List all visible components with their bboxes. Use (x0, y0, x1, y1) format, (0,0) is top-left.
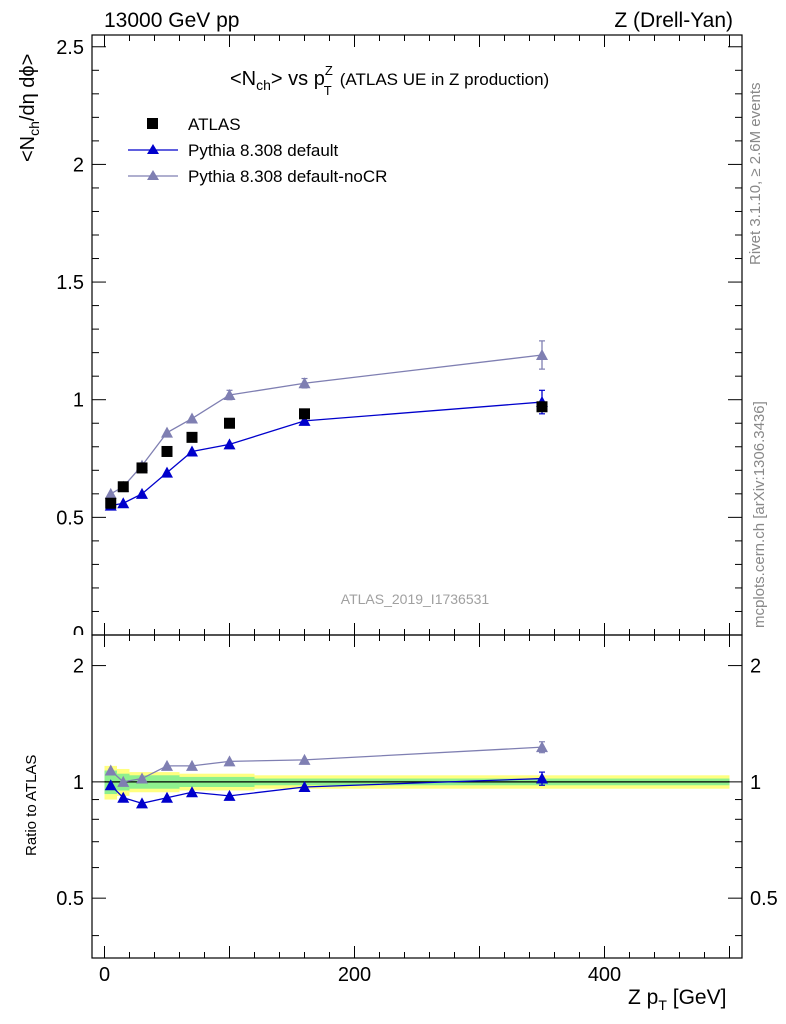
ratio-nocr-point (136, 772, 148, 784)
ratio-y-tick-label-right: 1 (750, 772, 761, 794)
legend-marker-atlas (147, 118, 158, 129)
default-point (186, 445, 198, 457)
default-point (117, 497, 130, 509)
ratio-nocr-point (536, 741, 548, 753)
ratio-y-tick-label-right: 0.5 (750, 888, 778, 910)
xlabel-sub: T (658, 997, 667, 1013)
header-right: Z (Drell-Yan) (614, 9, 733, 32)
nocr-point (186, 412, 198, 424)
main-y-tick-label: 0.5 (56, 507, 84, 529)
default-point (298, 414, 311, 426)
main-y-tick-label-zero: 0 (73, 623, 84, 645)
ratio-y-tick-label: 2 (73, 656, 84, 678)
xlabel-main: Z p (628, 986, 658, 1009)
atlas-point (105, 497, 117, 509)
ratio-default-point (186, 786, 198, 798)
mcplots-label: mcplots.cern.ch [arXiv:1306.3436] (751, 401, 768, 628)
atlas-point (224, 417, 235, 429)
top-ylabel-rest: /dη dϕ> (17, 54, 39, 121)
ratio-default-point (161, 791, 173, 803)
ratio-y-tick-label-right: 2 (750, 656, 761, 678)
nocr-point (161, 426, 173, 438)
top-ylabel: <Nch/dη dϕ> (17, 54, 42, 162)
ratio-x-tick-label: 200 (338, 964, 371, 986)
ratio-default-point (136, 797, 148, 809)
ratio-nocr-point (186, 759, 198, 771)
atlas-point (161, 445, 173, 457)
ratio-y-tick-label: 0.5 (56, 888, 84, 910)
atlas-point (136, 462, 148, 474)
main-y-tick-label: 1.5 (56, 272, 84, 294)
title-pt-sub: T (324, 83, 332, 98)
default-point (223, 438, 236, 450)
xlabel: Z pT [GeV] (628, 986, 726, 1013)
atlas-point (186, 431, 198, 443)
legend-marker-nocr (147, 170, 159, 180)
legend-label-default: Pythia 8.308 default (188, 141, 339, 160)
ratio-default-point (223, 789, 236, 801)
default-point (161, 466, 173, 478)
ratio-default-point (536, 772, 548, 784)
rivet-label: Rivet 3.1.10, ≥ 2.6M events (747, 83, 764, 266)
legend-label-atlas: ATLAS (188, 115, 241, 134)
ratio-nocr-point (298, 753, 311, 765)
analysis-watermark: ATLAS_2019_I1736531 (341, 591, 490, 607)
ratio-nocr-point (104, 764, 117, 776)
top-ylabel-sub: ch (26, 121, 42, 136)
title-main-sub: ch (256, 77, 271, 93)
top-ylabel-main: <N (17, 136, 39, 162)
header-left: 13000 GeV pp (104, 9, 239, 32)
nocr-point (104, 487, 117, 499)
nocr-point (298, 377, 311, 389)
title-pt-sup: Z (325, 63, 333, 78)
ratio-default-point (104, 779, 117, 791)
main-y-tick-label: 1 (73, 390, 84, 412)
legend-marker-default (147, 144, 159, 154)
default-point (136, 487, 148, 499)
ratio-x-tick-label: 400 (588, 964, 621, 986)
atlas-point (536, 401, 548, 413)
ratio-panel: 0 200 400 0.5 0.5 1 1 2 2 (56, 634, 778, 986)
title-main-rest: > vs p (271, 68, 325, 90)
default-line (110, 401, 543, 507)
nocr-point (536, 349, 548, 360)
main-y-tick-label: 2 (73, 154, 84, 176)
legend-label-nocr: Pythia 8.308 default-noCR (188, 167, 387, 186)
ratio-y-tick-label: 1 (73, 772, 84, 794)
ratio-x-tick-label: 0 (99, 964, 110, 986)
ratio-nocr-point (117, 775, 130, 787)
bottom-ylabel: Ratio to ATLAS (23, 755, 40, 856)
ratio-default-point (117, 791, 130, 803)
legend: ATLAS Pythia 8.308 default Pythia 8.308 … (128, 115, 387, 186)
chart-title: <Nch> vs pZ T (ATLAS UE in Z production) (230, 63, 549, 98)
title-main: <N (230, 68, 256, 90)
zero-label-mask (60, 635, 91, 647)
atlas-point (299, 408, 310, 420)
xlabel-rest: [GeV] (667, 986, 727, 1009)
title-paren: (ATLAS UE in Z production) (340, 70, 549, 89)
ratio-nocr-line (110, 746, 543, 783)
ratio-default-point (298, 780, 311, 792)
ratio-nocr-point (223, 755, 236, 767)
nocr-point (223, 389, 236, 400)
atlas-point (117, 481, 129, 493)
nocr-line (110, 354, 543, 495)
ratio-nocr-point (161, 759, 173, 771)
ratio-frame (91, 634, 743, 959)
main-y-tick-label: 2.5 (56, 37, 84, 59)
main-panel: 0.5 1 1.5 2 2.5 0 (56, 34, 743, 647)
